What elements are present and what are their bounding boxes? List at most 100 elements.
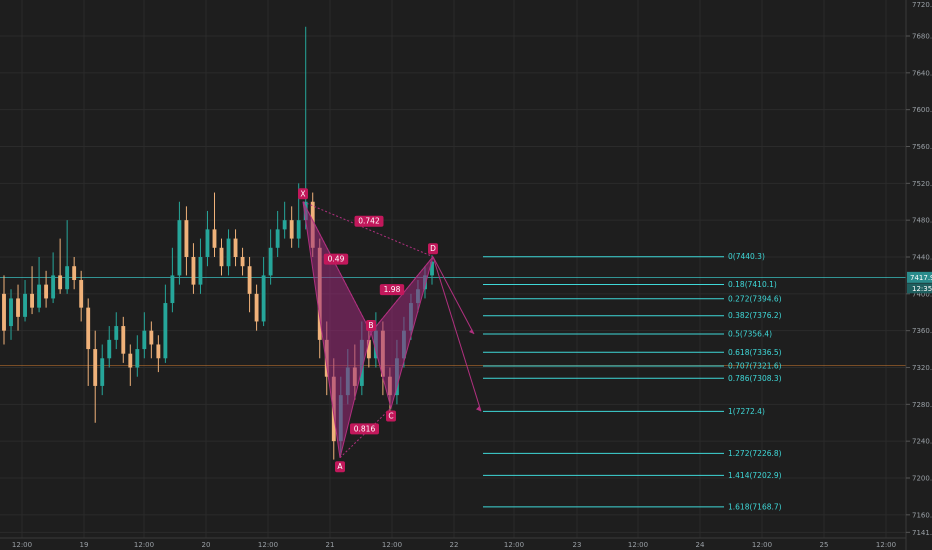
time-axis[interactable]: 12:00 19 12:00 20 12:00 21 12:00 22 12:00 23 12:00…: [0, 537, 906, 549]
candle-body-41: [289, 220, 294, 239]
candle-37[interactable]: [261, 257, 266, 327]
time-tick-label-13: 25: [820, 541, 829, 549]
candle-1[interactable]: [9, 289, 13, 340]
candle-15[interactable]: [107, 326, 112, 368]
price-tick-label-11: 7560.0: [912, 143, 932, 151]
pattern-triangle-bcd[interactable]: [370, 256, 434, 410]
time-tick-label-9: 23: [573, 541, 582, 549]
candle-body-0: [2, 293, 6, 331]
candle-36[interactable]: [254, 284, 259, 331]
candle-body-28: [198, 257, 203, 285]
price-tick-label-2: 7200.0: [912, 475, 932, 483]
candle-23[interactable]: [163, 284, 168, 363]
ratio-label-bg-1: [323, 253, 349, 265]
candle-18[interactable]: [128, 344, 133, 386]
candle-body-42: [296, 220, 301, 239]
candle-8[interactable]: [58, 238, 63, 294]
candle-11[interactable]: [79, 270, 84, 322]
candle-27[interactable]: [191, 243, 196, 294]
time-tick-label-11: 24: [696, 541, 705, 549]
fib-label-4: 0.5(7356.4): [728, 329, 772, 338]
candle-31[interactable]: [219, 238, 224, 276]
candle-32[interactable]: [226, 229, 231, 276]
candle-21[interactable]: [149, 321, 154, 359]
candle-body-9: [65, 266, 70, 290]
candle-34[interactable]: [240, 247, 245, 276]
fib-label-10: 1.414(7202.9): [728, 471, 782, 480]
price-tick-label-6: 7360.0: [912, 327, 932, 335]
grid: [0, 0, 906, 538]
candle-body-38: [268, 247, 273, 276]
candle-body-30: [212, 229, 217, 248]
candle-body-17: [121, 326, 126, 354]
time-tick-label-14: 12:00: [876, 541, 896, 549]
candle-0[interactable]: [2, 275, 6, 345]
candle-38[interactable]: [268, 229, 273, 285]
candle-body-8: [58, 275, 63, 290]
ratio-label-bg-3: [350, 423, 379, 435]
candle-body-7: [51, 275, 56, 299]
candle-body-35: [247, 266, 252, 294]
time-tick-label-4: 12:00: [258, 541, 278, 549]
candle-30[interactable]: [212, 192, 217, 257]
candle-body-34: [240, 257, 245, 267]
price-tick-label-7: 7400.0: [912, 290, 932, 298]
candle-3[interactable]: [23, 280, 27, 322]
candle-body-22: [156, 344, 161, 359]
candle-4[interactable]: [30, 266, 34, 315]
candle-body-20: [142, 330, 147, 350]
point-label-bg-x: [298, 188, 308, 200]
time-tick-label-2: 12:00: [134, 541, 154, 549]
candle-24[interactable]: [170, 247, 175, 313]
price-axis[interactable]: 7141.0 7160.0 7200.0 7240.0 7280.0 7320.0 7360…: [906, 0, 932, 537]
candle-body-33: [233, 238, 238, 257]
candle-body-61: [430, 261, 434, 276]
harmonic-pattern[interactable]: 0.742 0.49 1.98 0.816 X A B C D: [298, 188, 482, 473]
candle-41[interactable]: [289, 206, 294, 248]
candle-29[interactable]: [205, 210, 210, 267]
candle-39[interactable]: [275, 210, 280, 257]
candle-7[interactable]: [51, 252, 56, 304]
candles[interactable]: [2, 26, 434, 460]
candle-body-16: [114, 326, 119, 340]
candle-2[interactable]: [16, 284, 20, 331]
projection-arrow-head-1: [476, 406, 481, 412]
projection-arrow-1: [432, 256, 482, 412]
candle-body-27: [191, 257, 196, 285]
candle-body-31: [219, 247, 224, 267]
candle-25[interactable]: [177, 201, 182, 285]
candle-14[interactable]: [100, 344, 105, 396]
time-tick-label-8: 12:00: [504, 541, 524, 549]
candle-body-52: [366, 339, 371, 359]
candle-40[interactable]: [282, 201, 287, 239]
candle-13[interactable]: [93, 330, 98, 423]
fib-label-8: 1(7272.4): [728, 407, 765, 416]
candle-body-40: [282, 220, 287, 230]
price-tick-label-8: 7440.0: [912, 254, 932, 262]
candle-body-1: [9, 298, 13, 327]
candle-5[interactable]: [37, 257, 42, 313]
candle-16[interactable]: [114, 312, 119, 350]
candle-28[interactable]: [198, 238, 203, 294]
fib-levels[interactable]: 0(7440.3) 0.18(7410.1) 0.272(7394.6) 0.382(…: [483, 252, 782, 511]
point-label-bg-c: [386, 410, 396, 422]
pattern-triangle-xab[interactable]: [302, 201, 372, 458]
price-tick-label-14: 7680.0: [912, 33, 932, 41]
ratio-label-3: 0.816: [354, 424, 376, 433]
candle-19[interactable]: [135, 335, 140, 377]
time-tick-label-0: 12:00: [12, 541, 32, 549]
candle-body-15: [107, 339, 112, 359]
candle-35[interactable]: [247, 257, 252, 313]
candle-17[interactable]: [121, 316, 126, 363]
candle-9[interactable]: [65, 220, 70, 294]
candle-6[interactable]: [44, 270, 49, 308]
pattern-line-xd: [302, 201, 434, 258]
fib-label-0: 0(7440.3): [728, 252, 765, 261]
candle-10[interactable]: [72, 257, 77, 290]
candle-26[interactable]: [184, 206, 189, 276]
candle-22[interactable]: [156, 335, 161, 373]
candle-12[interactable]: [86, 298, 91, 386]
candle-33[interactable]: [233, 229, 238, 267]
candle-20[interactable]: [142, 312, 147, 359]
